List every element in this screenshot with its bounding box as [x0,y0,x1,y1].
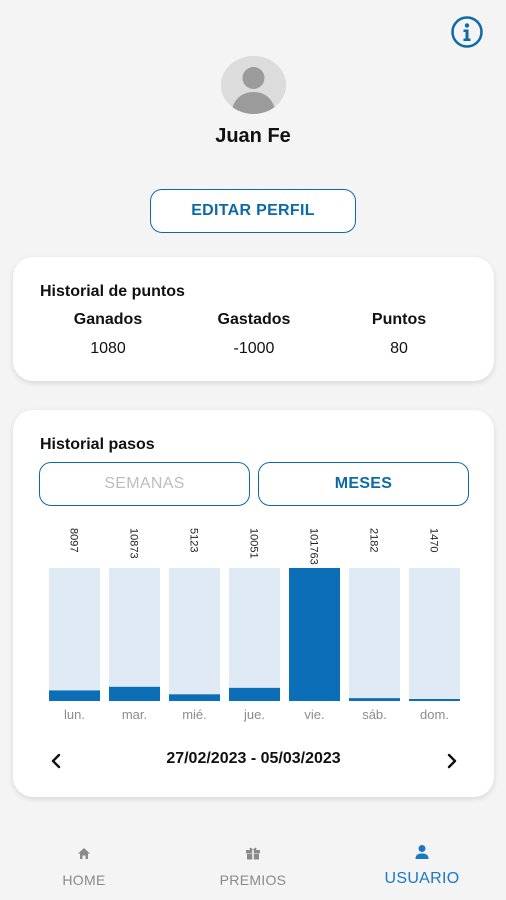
gift-icon [246,847,260,860]
category-label: vie. [304,707,324,722]
earned-value: 1080 [90,340,126,357]
bar-track [349,568,400,701]
bar-track [169,568,220,701]
nav-label-premios: PREMIOS [219,872,287,888]
spent-value: -1000 [233,340,275,357]
bar-value-label: 8097 [68,528,80,552]
user-name: Juan Fe [215,125,291,147]
category-label: dom. [420,707,449,722]
category-label: mar. [122,707,147,722]
category-label: sáb. [362,707,387,722]
nav-label-usuario: USUARIO [384,870,460,887]
info-circle-icon [451,16,483,48]
bar-5[interactable] [349,698,400,701]
bar-0[interactable] [49,690,100,701]
points-history-title: Historial de puntos [40,283,185,300]
bar-2[interactable] [169,694,220,701]
user-icon [415,845,429,859]
user-silhouette-icon [221,56,286,114]
info-button[interactable] [450,15,484,49]
balance-column: Puntos 80 [329,311,469,358]
bar-value-label: 1470 [428,528,440,552]
balance-label: Puntos [371,311,427,328]
earned-label: Ganados [73,311,143,328]
bar-value-label: 5123 [188,528,200,552]
bar-track [49,568,100,701]
steps-bar-chart: 8097 lun. 10873 mar. 5123 mié. 10051 jue. 101763… [49,528,460,722]
bar-track [409,568,460,701]
date-range: 27/02/2023 - 05/03/2023 [166,750,341,767]
steps-history-card: Historial pasos SEMANAS MESES 8097 lun. 10… [13,410,494,797]
bottom-navigation: HOME PREMIOS USUARIO [0,836,506,900]
category-label: jue. [243,707,265,722]
category-label: lun. [64,707,85,722]
nav-item-usuario[interactable]: USUARIO [362,836,482,896]
nav-item-home[interactable]: HOME [24,836,144,896]
date-navigator: 27/02/2023 - 05/03/2023 [13,748,494,774]
nav-label-home: HOME [62,872,106,888]
bar-3[interactable] [229,687,280,701]
steps-history-title: Historial pasos [40,436,155,453]
tab-months[interactable]: MESES [258,462,469,506]
bar-value-label: 101763 [308,528,320,565]
points-history-card: Historial de puntos Ganados 1080 Gastado… [13,257,494,381]
spent-label: Gastados [217,311,291,328]
next-week-button[interactable] [439,748,465,774]
earned-column: Ganados 1080 [38,311,178,358]
bar-track [229,568,280,701]
bar-track [109,568,160,701]
tab-weeks[interactable]: SEMANAS [39,462,250,506]
bar-value-label: 2182 [368,528,380,552]
nav-item-premios[interactable]: PREMIOS [193,836,313,896]
previous-week-button[interactable] [43,748,69,774]
home-icon [78,848,90,859]
bar-1[interactable] [109,686,160,701]
avatar [221,56,286,114]
edit-profile-button[interactable]: EDITAR PERFIL [150,189,356,233]
bar-4[interactable] [289,568,340,701]
bar-value-label: 10051 [248,528,260,559]
spent-column: Gastados -1000 [184,311,324,358]
bar-value-label: 10873 [128,528,140,559]
balance-value: 80 [390,340,408,357]
category-label: mié. [182,707,207,722]
chevron-right-icon [447,753,457,769]
chevron-left-icon [51,753,61,769]
bar-6[interactable] [409,699,460,701]
